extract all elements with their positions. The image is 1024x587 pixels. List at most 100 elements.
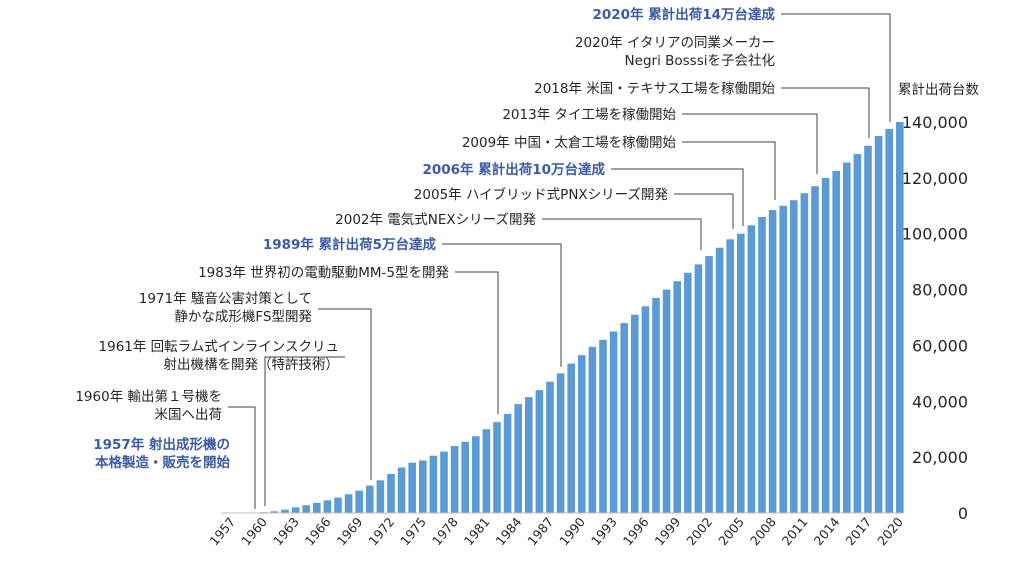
bar-2004	[726, 239, 734, 514]
annotation-line: 1960年 輸出第１号機を	[75, 389, 222, 405]
annotation-line: 2013年 タイ工場を稼働開始	[502, 107, 676, 123]
annotation-1989: 1989年 累計出荷5万台達成	[263, 236, 436, 254]
x-tick-label: 2005	[715, 514, 747, 548]
x-tick-label: 1987	[524, 514, 556, 548]
annotation-line: 2006年 累計出荷10万台達成	[422, 162, 605, 178]
annotation-1960: 1960年 輸出第１号機を米国へ出荷	[75, 388, 222, 424]
y-tick-labels: 0 20,000 40,000 60,000 80,000 100,000 120,000 1…	[902, 113, 968, 523]
x-tick-label: 2020	[874, 514, 906, 548]
y-axis-label: 累計出荷台数	[898, 82, 979, 98]
x-tick-label: 1993	[588, 514, 620, 548]
bar-1995	[631, 314, 639, 513]
x-tick-label: 2011	[779, 514, 811, 548]
bar-1967	[334, 497, 342, 513]
bar-1972	[387, 473, 395, 513]
annotation-2002: 2002年 電気式NEXシリーズ開発	[335, 211, 536, 229]
annotation-line: 2020年 累計出荷14万台達成	[592, 7, 775, 23]
bar-2009	[779, 205, 787, 514]
bar-2000	[684, 272, 692, 513]
x-tick-label: 2014	[811, 514, 843, 548]
bar-1980	[472, 436, 480, 513]
leader-line-2020	[781, 13, 891, 122]
leader-line-1971	[318, 308, 372, 480]
y-tick-label: 140,000	[902, 113, 968, 132]
annotation-1957: 1957年 射出成形機の 本格製造・販売を開始	[93, 436, 230, 472]
leader-line-1961	[264, 356, 345, 506]
annotation-1961: 1961年 回転ラム式インラインスクリュ 射出機構を開発（特許技術）	[99, 338, 339, 374]
x-tick-label: 1981	[461, 514, 493, 548]
annotation-2006: 2006年 累計出荷10万台達成	[422, 161, 605, 179]
bar-2010	[790, 200, 798, 513]
leader-lines	[228, 13, 891, 509]
bar-1998	[662, 289, 671, 513]
x-tick-label: 2002	[683, 514, 715, 548]
bar-1999	[673, 281, 681, 513]
bar-2003	[715, 247, 724, 513]
annotation-line: 2020年 イタリアの同業メーカー	[574, 35, 775, 51]
x-tick-label: 1996	[620, 514, 652, 548]
annotation-line: 米国へ出荷	[154, 407, 223, 423]
bar-2015	[843, 162, 851, 513]
leader-line-1989	[442, 243, 562, 367]
bar-2018	[874, 136, 883, 513]
bars	[228, 122, 904, 514]
bar-1997	[652, 297, 660, 513]
bar-1963	[291, 507, 300, 513]
bar-1992	[599, 339, 607, 513]
annotation-2013: 2013年 タイ工場を稼働開始	[502, 106, 676, 124]
bar-1982	[493, 422, 501, 513]
y-tick-label: 80,000	[912, 281, 968, 300]
bar-1978	[450, 446, 459, 513]
leader-line-2006	[611, 168, 744, 226]
bar-1983	[503, 413, 512, 513]
bar-2008	[768, 210, 777, 513]
leader-line-2009	[682, 141, 776, 200]
annotation-line: 1961年 回転ラム式インラインスクリュ	[98, 339, 339, 355]
annotation-line: 2018年 米国・テキサス工場を稼働開始	[534, 81, 775, 97]
leader-line-1983	[455, 271, 499, 414]
annotation-2009: 2009年 中国・太倉工場を稼働開始	[462, 134, 676, 152]
x-tick-label: 2017	[842, 514, 874, 548]
annotation-2020: 2020年 累計出荷14万台達成	[592, 6, 775, 24]
y-tick-label: 20,000	[912, 448, 968, 467]
x-tick-label: 1984	[493, 514, 525, 548]
bar-1970	[366, 485, 374, 513]
x-tick-label: 1975	[397, 514, 429, 548]
x-tick-label: 1960	[238, 514, 270, 548]
leader-line-2002	[542, 218, 702, 250]
bar-1986	[535, 390, 544, 513]
bar-2014	[832, 170, 840, 513]
annotation-line: 1957年 射出成形機の	[93, 437, 230, 453]
x-tick-label: 1957	[206, 514, 238, 548]
leader-line-2018	[781, 87, 870, 138]
annotation-2005: 2005年 ハイブリッド式PNXシリーズ開発	[414, 186, 668, 204]
bar-2016	[853, 154, 862, 513]
annotation-line: 静かな成形機FS型開発	[174, 309, 312, 325]
bar-1971	[376, 480, 385, 513]
bar-1961	[270, 511, 279, 513]
leader-line-2005	[674, 193, 734, 229]
y-tick-label: 60,000	[912, 336, 968, 355]
annotation-line: 1971年 騒音公害対策として	[138, 291, 312, 307]
bar-2005	[737, 233, 745, 513]
bar-1962	[281, 509, 289, 513]
bar-1968	[344, 494, 353, 513]
bar-2007	[758, 217, 766, 513]
x-tick-label: 1978	[429, 514, 461, 548]
annotation-1971: 1971年 騒音公害対策として静かな成形機FS型開発	[139, 290, 312, 326]
x-tick-label: 1966	[302, 514, 334, 548]
annotation-line: 本格製造・販売を開始	[95, 455, 230, 471]
bar-1989	[567, 363, 575, 513]
annotation-2018: 2018年 米国・テキサス工場を稼働開始	[534, 80, 775, 98]
annotation-2020: 2020年 イタリアの同業メーカー Negri Bosssiを子会社化	[575, 34, 775, 70]
bar-1964	[302, 505, 310, 513]
y-tick-label: 0	[958, 504, 968, 523]
bar-2002	[705, 256, 713, 513]
annotation-line: 2009年 中国・太倉工場を稼働開始	[461, 135, 676, 151]
bar-1974	[408, 462, 416, 513]
bar-1991	[588, 346, 597, 513]
x-tick-label: 2008	[747, 514, 779, 548]
bar-1996	[641, 306, 650, 513]
x-tick-label: 1990	[556, 514, 588, 548]
